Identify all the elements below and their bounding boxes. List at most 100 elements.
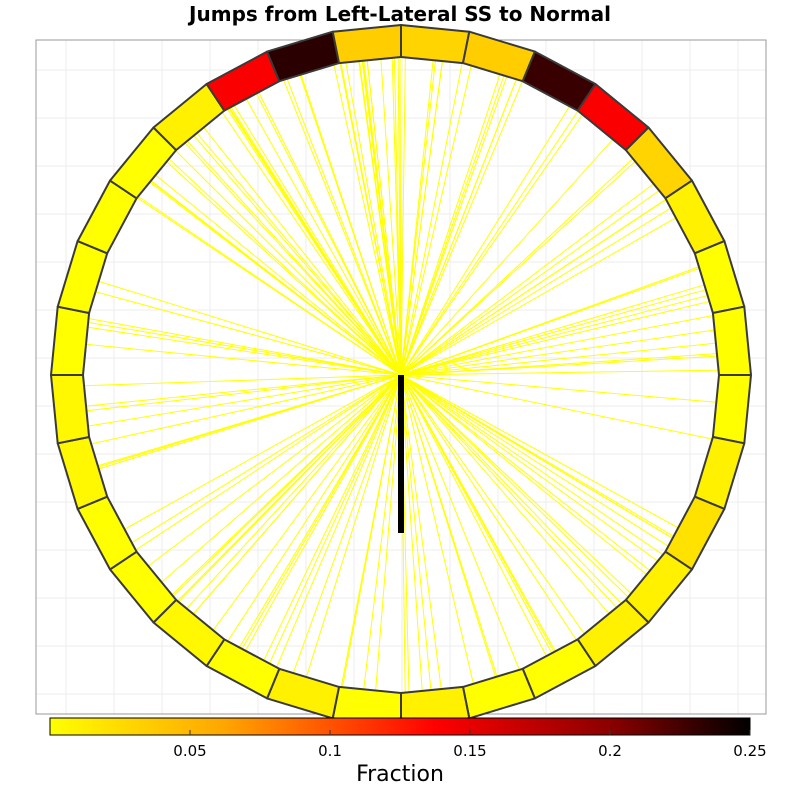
ring-segment — [76, 495, 138, 571]
jump-line — [143, 374, 402, 570]
jump-line — [400, 374, 580, 644]
jump-line — [400, 374, 684, 531]
chart-title: Jumps from Left-Lateral SS to Normal — [189, 2, 611, 26]
jump-line — [380, 53, 402, 376]
jump-line — [400, 77, 525, 376]
jump-line — [83, 321, 402, 376]
ring-segment — [521, 638, 597, 700]
jump-line — [174, 374, 402, 605]
jump-line — [400, 135, 617, 376]
jump-line — [189, 374, 402, 619]
segment-ring — [50, 24, 752, 726]
ring-segment — [462, 667, 536, 720]
jump-line — [391, 53, 402, 376]
jump-line — [400, 374, 613, 619]
jump-line — [400, 101, 573, 376]
jump-line — [400, 214, 681, 376]
jump-line — [400, 374, 559, 657]
ring-segment — [56, 240, 109, 314]
jump-line — [93, 279, 402, 376]
jump-line — [400, 110, 586, 376]
jump-line — [400, 52, 406, 376]
jump-line — [400, 374, 673, 550]
colorbar-title: Fraction — [356, 762, 444, 787]
jump-line — [165, 155, 402, 376]
jump-line — [400, 374, 432, 696]
jump-line — [236, 374, 402, 653]
jump-line — [281, 75, 402, 376]
ring-segment — [693, 240, 746, 314]
jump-line — [400, 58, 464, 376]
jump-line — [266, 374, 402, 669]
jump-line — [83, 374, 402, 428]
jump-line — [400, 369, 724, 376]
jump-line — [127, 374, 402, 546]
jump-line — [253, 88, 402, 376]
jump-line — [157, 374, 402, 587]
jump-line — [400, 266, 705, 376]
jump-line — [400, 60, 473, 376]
jump-line — [133, 194, 402, 376]
jump-line — [400, 374, 588, 638]
colorbar — [49, 717, 751, 736]
jump-line — [226, 103, 402, 376]
jump-line — [400, 374, 655, 575]
jump-line — [86, 374, 402, 446]
jump-line — [400, 374, 635, 598]
jump-line — [344, 57, 402, 376]
jump-line — [400, 74, 519, 376]
jump-line — [162, 157, 402, 376]
jump-line — [400, 374, 443, 695]
jump-line — [400, 374, 717, 441]
jump-line — [90, 289, 402, 376]
jump-line — [400, 157, 640, 376]
colorbar-tick-label: 0.15 — [453, 742, 486, 760]
jump-line — [397, 52, 402, 376]
ring-segment — [266, 30, 340, 83]
jump-line — [400, 299, 715, 376]
jump-line — [81, 374, 402, 412]
ring-segment — [56, 436, 109, 510]
jump-line — [231, 100, 402, 376]
jump-line — [80, 374, 402, 408]
jump-line — [82, 325, 402, 376]
jump-line — [366, 54, 402, 376]
colorbar-tick-label: 0.05 — [173, 742, 206, 760]
jump-line — [400, 374, 423, 697]
jump-line — [362, 55, 402, 376]
jump-line — [400, 293, 713, 376]
jump-line — [172, 147, 402, 376]
ring-segment — [693, 436, 746, 510]
jump-line — [297, 69, 402, 376]
ring-segment — [50, 374, 91, 445]
jump-line — [146, 176, 402, 376]
jump-line — [243, 93, 402, 376]
ring-segment — [711, 374, 752, 445]
jump-line — [400, 374, 621, 612]
ring-segment — [205, 50, 281, 112]
ring-segment — [664, 179, 726, 255]
jump-line — [400, 187, 664, 376]
jump-line — [339, 374, 402, 692]
ring-segment — [400, 24, 471, 65]
jump-line — [119, 374, 402, 533]
jump-line — [80, 343, 402, 376]
jump-line — [400, 374, 662, 565]
jump-line — [400, 287, 712, 376]
ring-segment — [711, 305, 752, 376]
ring-segment — [50, 305, 91, 376]
jump-line — [400, 196, 670, 376]
colorbar-ticks: 0.05 0.1 0.15 0.2 0.25 — [173, 730, 767, 760]
jump-line — [400, 374, 550, 662]
jump-line — [400, 374, 475, 689]
jump-line — [274, 374, 402, 672]
jump-line — [79, 374, 402, 387]
jump-line — [209, 374, 402, 635]
jump-line — [181, 138, 402, 376]
jump-line — [224, 374, 402, 646]
jump-line — [284, 74, 402, 376]
colorbar-tick-label: 0.1 — [318, 742, 342, 760]
jump-line — [219, 108, 402, 376]
jump-line — [242, 374, 402, 656]
